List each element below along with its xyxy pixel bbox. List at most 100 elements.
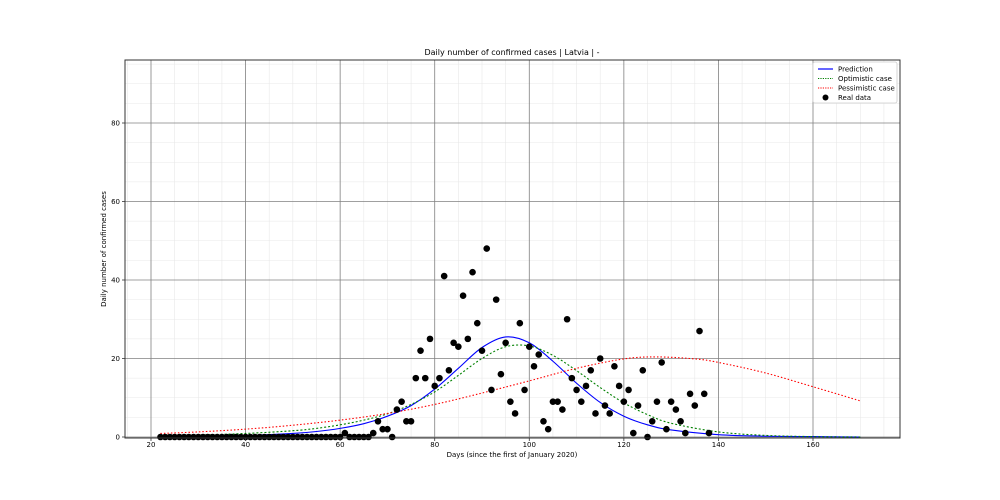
legend-label-real-data: Real data bbox=[838, 94, 871, 102]
real-data-point bbox=[554, 398, 561, 405]
real-data-point bbox=[209, 433, 216, 441]
real-data-point bbox=[535, 351, 543, 358]
legend-real-data-marker bbox=[822, 94, 829, 101]
x-tick-label: 100 bbox=[523, 441, 536, 449]
real-data-point bbox=[379, 425, 387, 433]
real-data-point bbox=[157, 433, 164, 441]
real-data-point bbox=[228, 433, 235, 441]
real-data-point bbox=[242, 433, 249, 441]
real-data-point bbox=[360, 433, 368, 441]
real-data-point bbox=[606, 410, 613, 417]
real-data-point bbox=[256, 433, 264, 441]
real-data-point bbox=[563, 315, 571, 323]
legend-label-pessimistic: Pessimistic case bbox=[838, 85, 895, 93]
x-tick-label: 160 bbox=[806, 441, 819, 449]
real-data-point bbox=[365, 433, 372, 441]
real-data-point bbox=[247, 433, 254, 441]
legend-label-optimistic: Optimistic case bbox=[838, 75, 892, 83]
real-data-point bbox=[265, 433, 273, 441]
real-data-point bbox=[601, 402, 609, 409]
real-data-point bbox=[275, 433, 282, 441]
real-data-point bbox=[388, 433, 396, 441]
y-tick-label: 80 bbox=[111, 120, 120, 128]
real-data-point bbox=[459, 292, 467, 300]
real-data-point bbox=[682, 429, 689, 437]
real-data-point bbox=[289, 433, 297, 441]
real-data-point bbox=[398, 398, 405, 405]
real-data-point bbox=[407, 418, 415, 425]
series-prediction bbox=[160, 336, 861, 438]
real-data-point bbox=[634, 402, 642, 409]
y-tick-label: 60 bbox=[111, 198, 120, 206]
real-data-point bbox=[587, 366, 595, 374]
real-data-point bbox=[497, 370, 505, 378]
real-data-point bbox=[403, 418, 410, 425]
real-data-point bbox=[573, 386, 580, 394]
x-tick-label: 140 bbox=[712, 441, 725, 449]
real-data-point bbox=[488, 386, 495, 394]
real-data-point bbox=[294, 433, 301, 441]
real-data-point bbox=[516, 319, 524, 327]
real-data-point bbox=[270, 433, 278, 441]
real-data-point bbox=[317, 433, 325, 441]
real-data-point bbox=[194, 433, 202, 441]
real-data-point bbox=[686, 390, 694, 398]
x-axis-label: Days (since the first of January 2020) bbox=[447, 451, 578, 459]
real-data-point bbox=[445, 366, 453, 374]
real-data-point bbox=[336, 433, 344, 441]
real-data-point bbox=[313, 433, 320, 441]
real-data-point bbox=[639, 366, 647, 374]
real-data-point bbox=[426, 335, 434, 343]
legend-box bbox=[812, 61, 898, 104]
real-data-point bbox=[473, 319, 481, 327]
real-data-point bbox=[251, 433, 259, 441]
real-data-point bbox=[299, 433, 306, 441]
real-data-point bbox=[351, 433, 358, 441]
real-data-point bbox=[630, 429, 637, 437]
real-data-point bbox=[341, 429, 349, 437]
major-grid bbox=[125, 60, 900, 438]
series-layer bbox=[157, 245, 861, 441]
real-data-point bbox=[540, 418, 547, 425]
real-data-point bbox=[223, 433, 230, 441]
real-data-point bbox=[218, 433, 226, 441]
real-data-point bbox=[332, 433, 339, 441]
x-tick-label: 20 bbox=[147, 441, 156, 449]
real-data-point bbox=[180, 433, 188, 441]
real-data-point bbox=[355, 433, 363, 441]
real-data-point bbox=[303, 433, 311, 441]
real-data-point bbox=[667, 398, 675, 405]
real-data-point bbox=[592, 410, 599, 417]
real-data-point bbox=[502, 339, 509, 347]
y-tick-label: 0 bbox=[116, 434, 120, 442]
real-data-point bbox=[691, 402, 699, 409]
real-data-point bbox=[568, 374, 576, 382]
real-data-point bbox=[455, 343, 462, 351]
real-data-point bbox=[346, 433, 353, 441]
real-data-point bbox=[327, 433, 334, 441]
real-data-point bbox=[478, 347, 486, 354]
real-data-point bbox=[672, 406, 680, 413]
real-data-point bbox=[530, 363, 538, 370]
real-data-point bbox=[322, 433, 330, 441]
real-data-point bbox=[464, 335, 472, 343]
real-data-point bbox=[582, 382, 590, 390]
real-data-point bbox=[284, 433, 292, 441]
real-data-point bbox=[611, 363, 618, 370]
real-data-point bbox=[308, 433, 316, 441]
real-data-point bbox=[237, 433, 245, 441]
real-data-point bbox=[417, 347, 424, 354]
real-data-point bbox=[166, 433, 174, 441]
plot-area-frame bbox=[124, 59, 901, 439]
y-axis-ticks: 0 20 40 60 80 bbox=[111, 120, 125, 442]
real-data-point bbox=[436, 374, 443, 382]
real-data-point bbox=[421, 374, 429, 382]
real-data-point bbox=[412, 374, 420, 382]
real-data-point bbox=[431, 382, 439, 390]
real-data-point bbox=[696, 327, 703, 335]
real-data-point bbox=[677, 418, 684, 425]
real-data-point bbox=[507, 398, 514, 405]
real-data-point bbox=[161, 433, 169, 441]
real-data-point bbox=[185, 433, 193, 441]
